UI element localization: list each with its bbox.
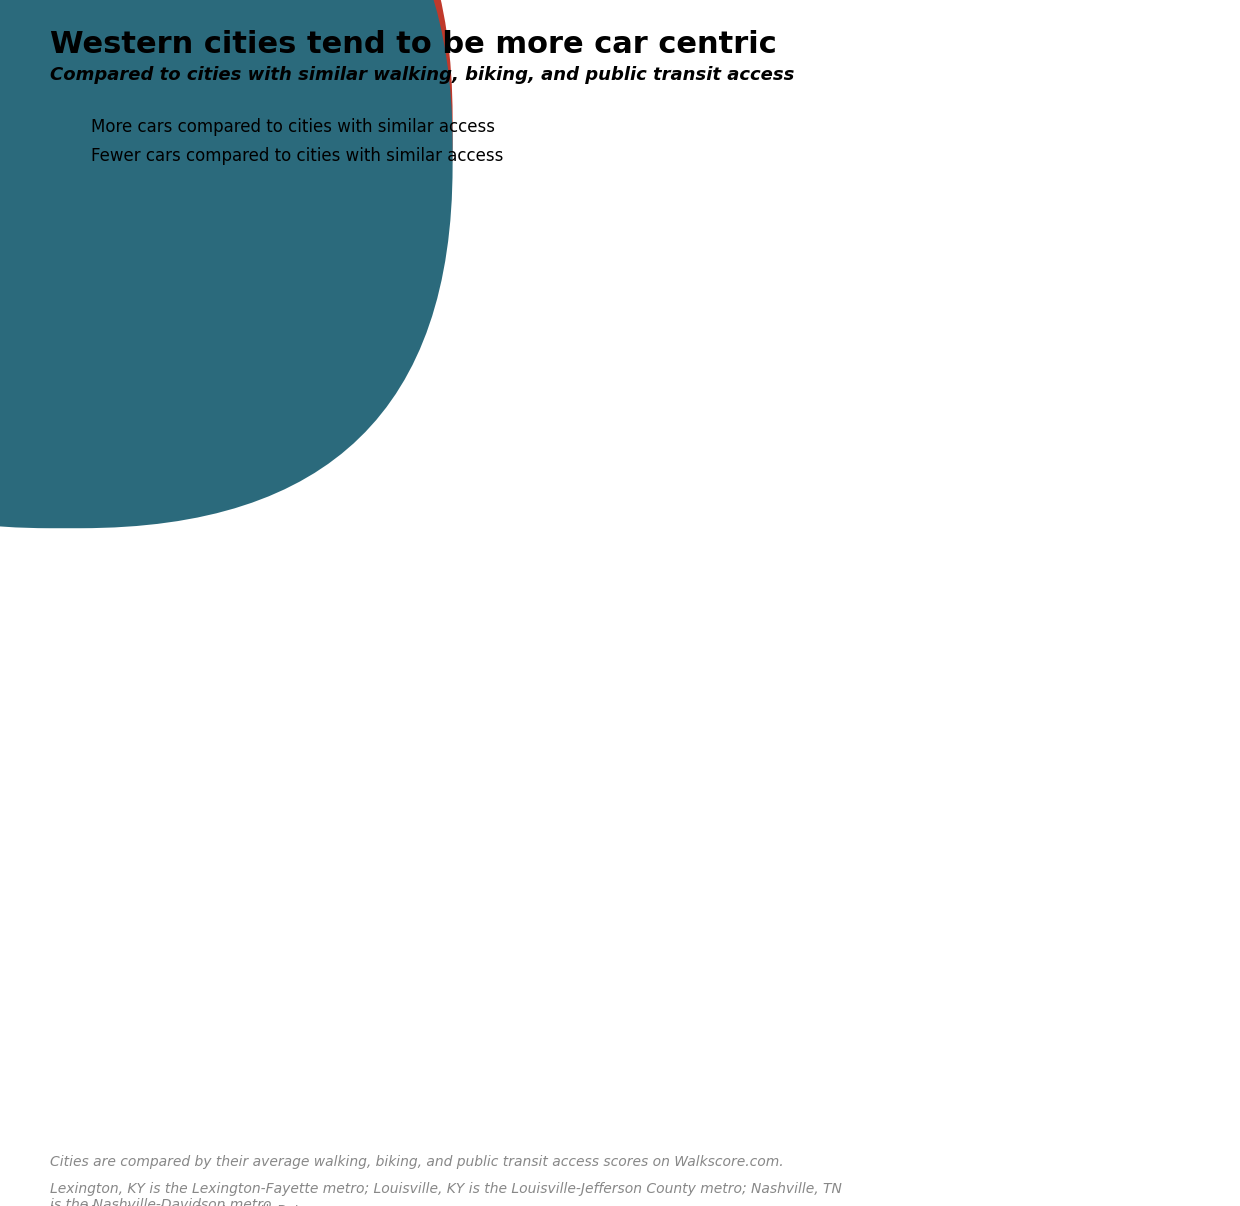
FancyBboxPatch shape	[0, 0, 453, 528]
Text: Compared to cities with similar walking, biking, and public transit access: Compared to cities with similar walking,…	[50, 66, 794, 84]
Text: Fewer cars compared to cities with similar access: Fewer cars compared to cities with simil…	[91, 147, 503, 164]
Text: More cars compared to cities with similar access: More cars compared to cities with simila…	[91, 118, 495, 136]
Text: Lexington, KY is the Lexington-Fayette metro; Louisville, KY is the Louisville-J: Lexington, KY is the Lexington-Fayette m…	[50, 1182, 842, 1206]
Text: Cities are compared by their average walking, biking, and public transit access : Cities are compared by their average wal…	[50, 1155, 784, 1170]
FancyBboxPatch shape	[0, 0, 453, 500]
Text: Western cities tend to be more car centric: Western cities tend to be more car centr…	[50, 30, 776, 59]
Text: Map: Motointegrator • Created with Datawrapper: Map: Motointegrator • Created with Dataw…	[50, 1204, 358, 1206]
